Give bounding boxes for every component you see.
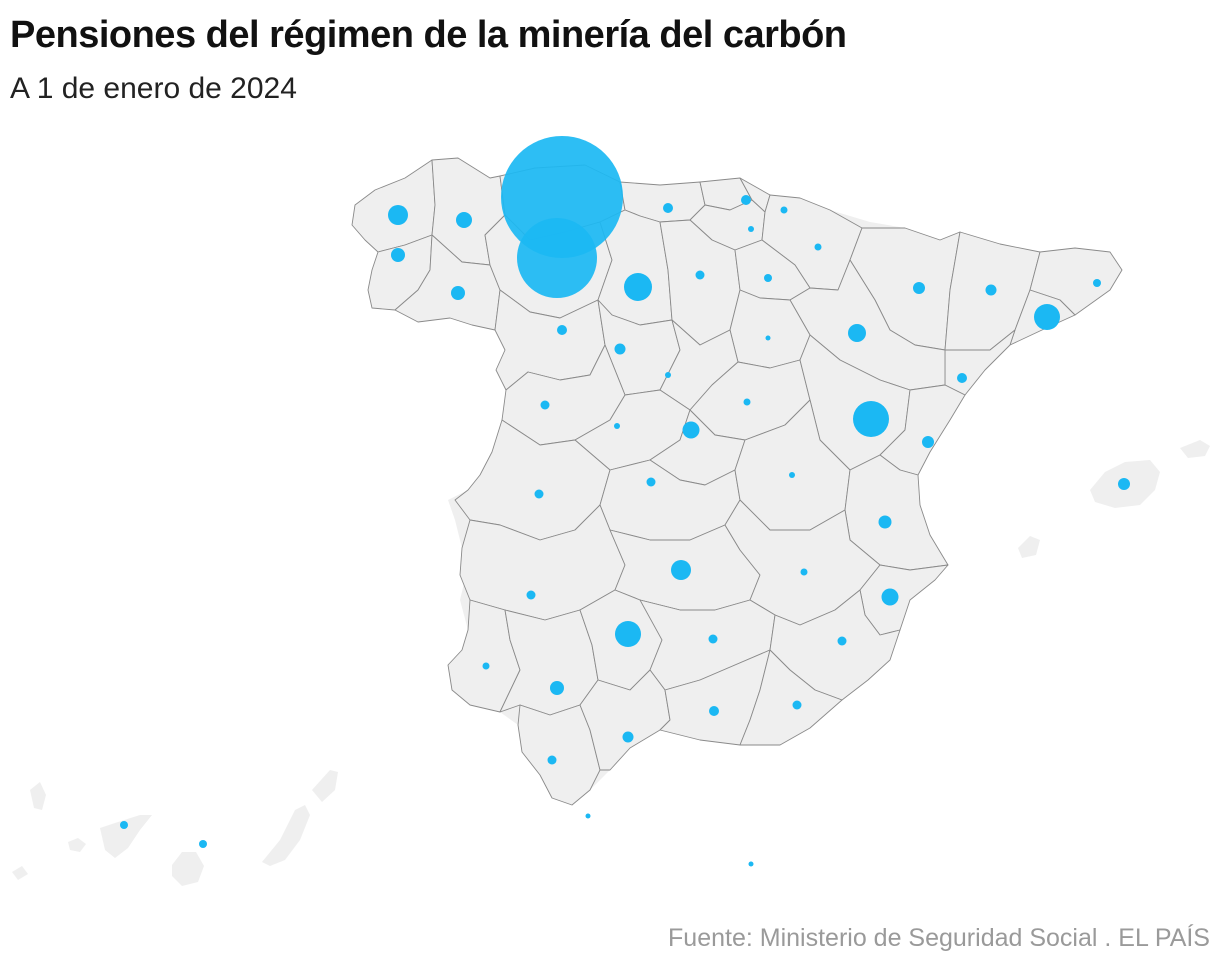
bubble-palencia (624, 273, 652, 301)
bubble-granada (709, 706, 719, 716)
bubble-sevilla (550, 681, 564, 695)
bubble-soria (765, 335, 771, 341)
bubble-girona (1093, 279, 1101, 287)
bubble-santa-cruz-de-tenerife (120, 821, 128, 829)
bubble-lugo (456, 212, 472, 228)
bubble-la-rioja (764, 274, 772, 282)
bubble-castellon (922, 436, 934, 448)
bubble-jaen (708, 634, 718, 644)
bubble-las-palmas (199, 840, 207, 848)
bubble-madrid (682, 421, 700, 439)
bubble-baleares (1118, 478, 1130, 490)
lanzarote (312, 770, 338, 802)
provinces (351, 157, 1123, 806)
bubble-zaragoza (848, 324, 866, 342)
bubble-tarragona (957, 373, 967, 383)
bubble-albacete (800, 568, 808, 576)
bubble-huelva (482, 662, 490, 670)
bubble-cadiz (547, 755, 557, 765)
bubble-avila (614, 423, 620, 429)
bubble-valladolid (614, 343, 626, 355)
bubble-salamanca (540, 400, 550, 410)
fuerteventura (262, 805, 310, 866)
bubble-pontevedra (391, 248, 405, 262)
bubble-murcia (837, 636, 847, 646)
menorca (1180, 440, 1210, 458)
province-cadiz (517, 704, 601, 806)
source-credit: Fuente: Ministerio de Seguridad Social .… (668, 924, 1210, 952)
bubble-ciudad-real (671, 560, 691, 580)
bubble-valencia (878, 515, 892, 529)
bubble-barcelona (1034, 304, 1060, 330)
bubble-badajoz (526, 590, 536, 600)
bubble-a-coruna (388, 205, 408, 225)
el-hierro (12, 866, 28, 880)
bubble-navarra (814, 243, 822, 251)
bubble-alicante (881, 588, 899, 606)
bubble-caceres (534, 489, 544, 499)
bubble-vizcaya (741, 195, 751, 205)
bubble-cordoba (615, 621, 641, 647)
bubble-almeria (792, 700, 802, 710)
la-palma (30, 782, 46, 810)
province-almeria (739, 649, 843, 746)
bubble-leon (517, 218, 597, 298)
bubble-burgos (695, 270, 705, 280)
bubble-malaga (622, 731, 634, 743)
balearic-islands (1018, 440, 1210, 558)
ibiza (1018, 536, 1040, 558)
la-gomera (68, 838, 86, 852)
province-ourense (394, 234, 501, 331)
bubble-guipuzcoa (780, 206, 788, 214)
pension-bubbles (120, 136, 1130, 867)
bubble-huesca (913, 282, 925, 294)
tenerife (100, 815, 152, 858)
gran-canaria (172, 852, 204, 886)
map-subtitle: A 1 de enero de 2024 (10, 72, 297, 105)
bubble-lleida (985, 284, 997, 296)
bubble-teruel (853, 401, 889, 437)
bubble-ceuta (585, 813, 591, 819)
bubble-cuenca (789, 472, 795, 478)
bubble-segovia (665, 372, 671, 378)
canary-islands (12, 770, 338, 886)
province-castellon (879, 384, 966, 476)
bubble-zamora (557, 325, 567, 335)
bubble-ourense (451, 286, 465, 300)
bubble-guadalajara (743, 398, 751, 406)
map-title: Pensiones del régimen de la minería del … (10, 14, 847, 56)
bubble-melilla (748, 861, 754, 867)
bubble-cantabria (663, 203, 673, 213)
bubble-toledo (646, 477, 656, 487)
bubble-alava (748, 226, 754, 232)
province-alicante (859, 564, 949, 636)
